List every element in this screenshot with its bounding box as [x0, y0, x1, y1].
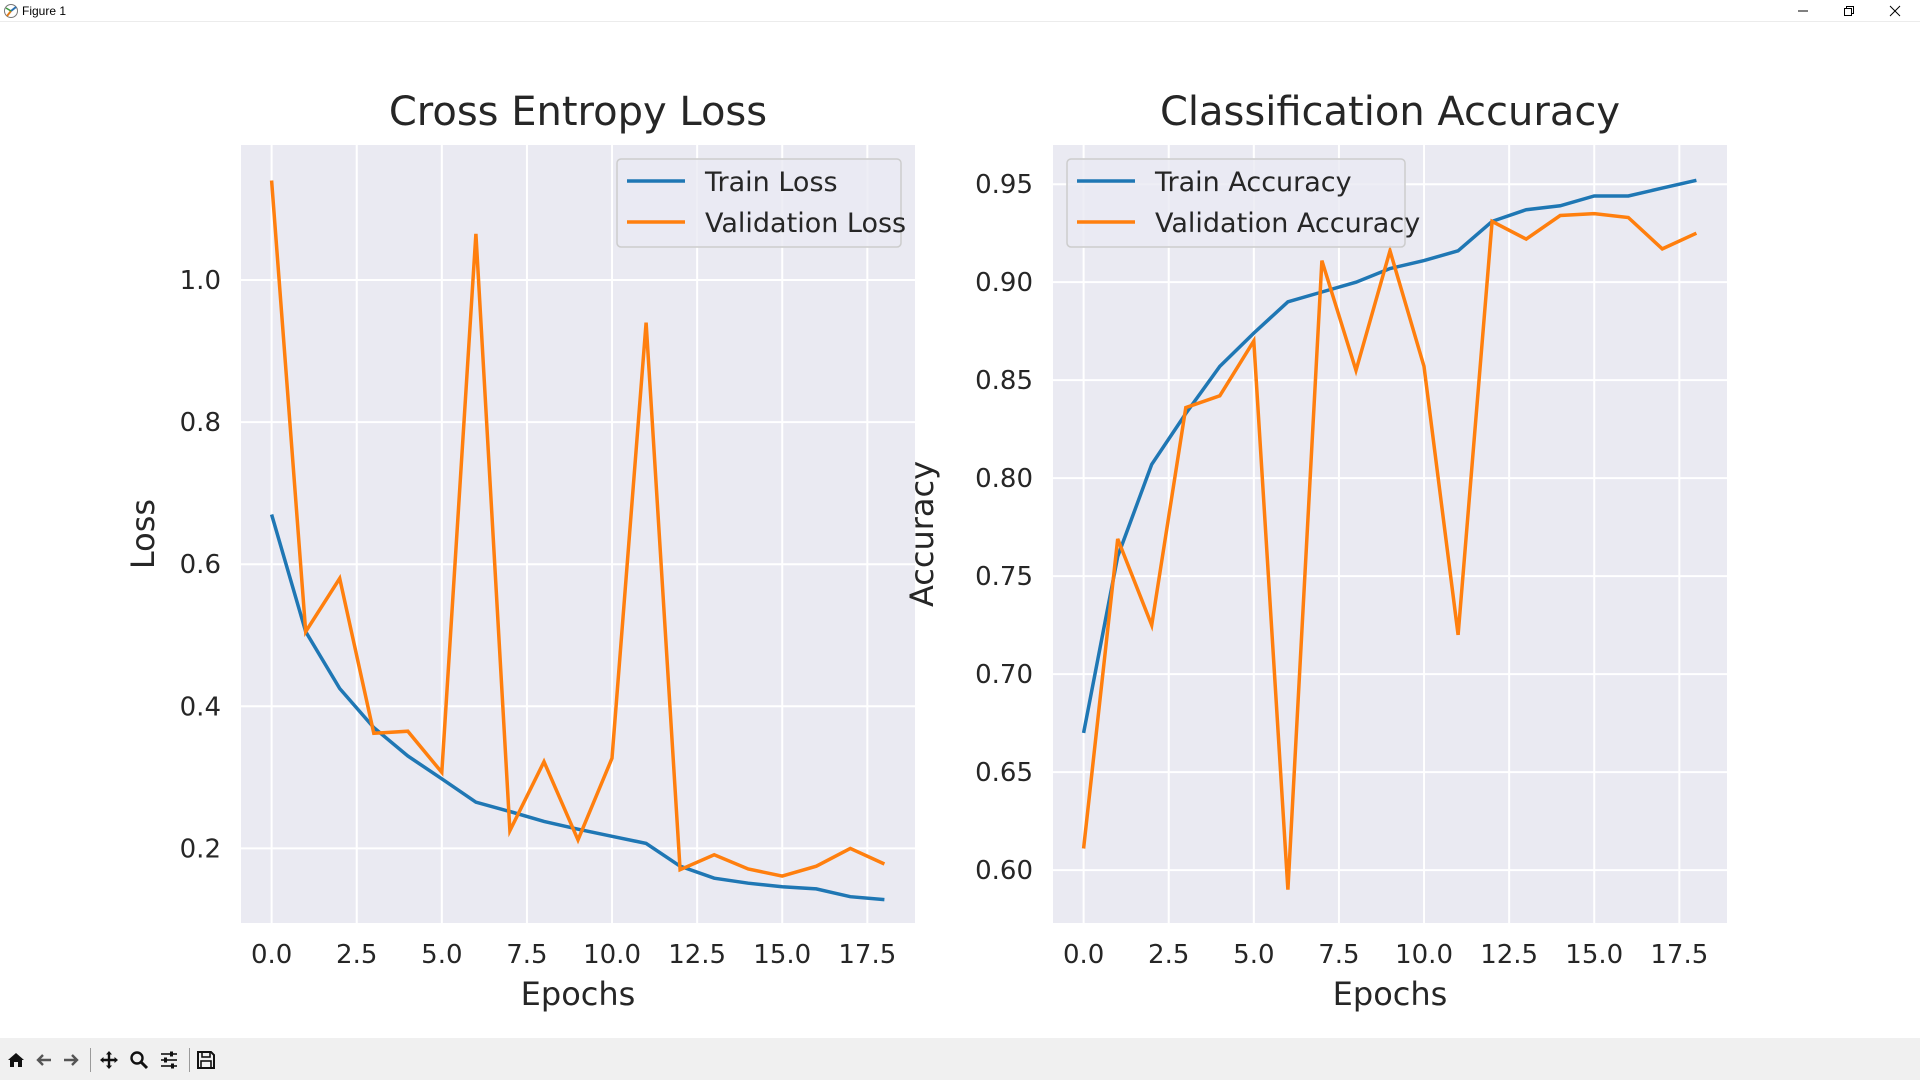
legend-label: Train Loss: [704, 167, 838, 198]
y-axis-label: Loss: [124, 499, 162, 569]
x-axis-label: Epochs: [521, 975, 636, 1013]
zoom-button[interactable]: [127, 1048, 151, 1072]
x-tick-label: 5.0: [421, 940, 462, 970]
close-icon: [1889, 5, 1901, 17]
x-tick-label: 7.5: [1318, 940, 1359, 970]
loss-chart: 0.0 2.5 5.0 7.5 10.0 12.5 15.0 17.5 0.2 0.4 0.6 0.8…: [124, 89, 915, 1013]
y-tick-label: 1.0: [180, 266, 221, 296]
home-button[interactable]: [4, 1048, 28, 1072]
restore-icon: [1844, 6, 1854, 16]
chart-title: Classification Accuracy: [1160, 89, 1620, 135]
x-tick-label: 5.0: [1233, 940, 1274, 970]
window-titlebar: Figure 1: [0, 0, 1920, 22]
y-tick-label: 0.75: [975, 562, 1033, 592]
configure-subplots-icon: [161, 1051, 177, 1069]
figure-canvas: 0.0 2.5 5.0 7.5 10.0 12.5 15.0 17.5 0.2 0.4 0.6 0.8…: [124, 89, 1727, 1013]
x-tick-label: 10.0: [583, 940, 641, 970]
legend-label: Validation Loss: [705, 208, 906, 239]
plot-area: [1053, 145, 1727, 923]
toolbar-separator: [90, 1048, 91, 1072]
pan-icon: [100, 1051, 118, 1069]
series-line-validation-accuracy: [1081, 211, 1698, 890]
matplotlib-icon: [3, 3, 19, 19]
back-icon: [36, 1054, 51, 1066]
x-tick-label: 12.5: [1480, 940, 1538, 970]
legend: [616, 158, 902, 248]
home-icon: [8, 1053, 24, 1067]
y-tick-label: 0.60: [975, 856, 1033, 886]
accuracy-chart: 0.0 2.5 5.0 7.5 10.0 12.5 15.0 17.5 0.60 0.65 0.70…: [903, 89, 1727, 1013]
series-line-validation-loss: [269, 180, 886, 878]
y-tick-label: 0.4: [180, 692, 221, 722]
back-button[interactable]: [32, 1048, 56, 1072]
y-tick-label: 0.70: [975, 660, 1033, 690]
x-tick-label: 2.5: [1148, 940, 1189, 970]
x-tick-label: 15.0: [753, 940, 811, 970]
x-tick-label: 10.0: [1395, 940, 1453, 970]
y-tick-label: 0.8: [180, 408, 221, 438]
save-button[interactable]: [194, 1048, 218, 1072]
pan-button[interactable]: [97, 1048, 121, 1072]
x-tick-label: 17.5: [1650, 940, 1708, 970]
window-title: Figure 1: [22, 4, 67, 18]
close-button[interactable]: [1872, 0, 1918, 22]
x-tick-label: 17.5: [838, 940, 896, 970]
x-tick-label: 15.0: [1565, 940, 1623, 970]
legend-label: Train Accuracy: [1154, 167, 1352, 198]
legend: [1066, 158, 1406, 248]
y-tick-label: 0.95: [975, 170, 1033, 200]
minimize-icon: [1798, 10, 1808, 12]
forward-button[interactable]: [59, 1048, 83, 1072]
forward-icon: [64, 1054, 79, 1066]
x-tick-label: 7.5: [506, 940, 547, 970]
x-tick-label: 0.0: [251, 940, 292, 970]
x-axis-label: Epochs: [1333, 975, 1448, 1013]
chart-title: Cross Entropy Loss: [389, 89, 767, 135]
zoom-icon: [130, 1051, 149, 1070]
y-tick-label: 0.6: [180, 550, 221, 580]
minimize-button[interactable]: [1780, 0, 1826, 22]
y-tick-label: 0.90: [975, 268, 1033, 298]
x-tick-label: 2.5: [336, 940, 377, 970]
y-tick-label: 0.2: [180, 834, 221, 864]
toolbar-separator: [189, 1048, 190, 1072]
navigation-toolbar: [0, 1038, 1920, 1080]
configure-subplots-button[interactable]: [157, 1048, 181, 1072]
y-tick-label: 0.65: [975, 758, 1033, 788]
y-tick-label: 0.80: [975, 464, 1033, 494]
plot-area: [241, 145, 915, 923]
x-tick-label: 0.0: [1063, 940, 1104, 970]
x-tick-label: 12.5: [668, 940, 726, 970]
y-axis-label: Accuracy: [903, 461, 941, 607]
legend-label: Validation Accuracy: [1155, 208, 1420, 239]
y-tick-label: 0.85: [975, 366, 1033, 396]
restore-button[interactable]: [1826, 0, 1872, 22]
save-icon: [197, 1051, 215, 1069]
